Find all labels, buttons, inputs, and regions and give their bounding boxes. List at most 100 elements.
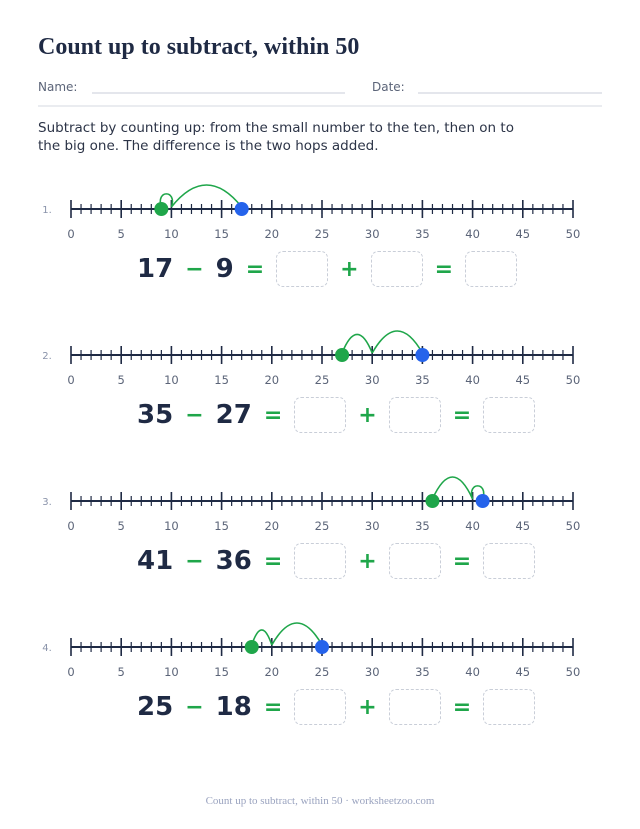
minuend: 35 (137, 400, 174, 430)
instructions: Subtract by counting up: from the small … (38, 120, 514, 154)
answer-box[interactable] (483, 397, 536, 433)
name-label: Name: (38, 80, 78, 94)
subtrahend: 9 (215, 254, 234, 284)
answer-box[interactable] (294, 689, 347, 725)
end-dot (415, 348, 430, 362)
tick-label: 15 (214, 519, 229, 533)
tick-label: 15 (214, 665, 229, 679)
equals-sign: = (434, 256, 454, 282)
equals-sign: = (452, 402, 472, 428)
equals-sign: = (263, 548, 283, 574)
tick-label: 5 (118, 227, 125, 241)
title: Count up to subtract, within 50 (38, 34, 360, 60)
problem-index: 3. (42, 497, 52, 508)
tick-label: 30 (365, 373, 380, 387)
tick-label: 0 (67, 227, 74, 241)
tick-label: 20 (264, 519, 279, 533)
tick-label: 25 (315, 665, 330, 679)
plus-sign: + (340, 256, 359, 282)
minuend: 17 (137, 254, 174, 284)
subtrahend: 27 (215, 400, 252, 430)
hop (371, 330, 424, 354)
answer-box[interactable] (294, 543, 347, 579)
equals-sign: = (245, 256, 265, 282)
plus-sign: + (358, 694, 377, 720)
footer: Count up to subtract, within 50 · worksh… (205, 795, 435, 807)
hop (271, 622, 323, 646)
answer-box[interactable] (388, 543, 441, 579)
subtrahend: 18 (215, 692, 252, 722)
tick-label: 10 (164, 373, 179, 387)
minuend: 25 (137, 692, 174, 722)
tick-label: 40 (465, 227, 480, 241)
tick-label: 50 (566, 519, 581, 533)
answer-box[interactable] (388, 397, 441, 433)
tick-label: 35 (415, 373, 430, 387)
tick-label: 45 (515, 519, 530, 533)
minus-sign: − (185, 256, 204, 282)
answer-box[interactable] (483, 543, 536, 579)
tick-label: 25 (315, 227, 330, 241)
minus-sign: − (185, 548, 204, 574)
equation: 35−27 = + = (137, 396, 536, 434)
plus-sign: + (358, 548, 377, 574)
tick-label: 5 (118, 665, 125, 679)
tick-label: 0 (67, 665, 74, 679)
tick-label: 35 (415, 227, 430, 241)
tick-label: 10 (164, 665, 179, 679)
start-dot (425, 494, 440, 508)
tick-label: 45 (515, 227, 530, 241)
equals-sign: = (452, 694, 472, 720)
tick-label: 25 (315, 373, 330, 387)
equals-sign: = (452, 548, 472, 574)
start-dot (244, 640, 259, 654)
tick-label: 0 (67, 373, 74, 387)
tick-label: 50 (566, 227, 581, 241)
answer-box[interactable] (276, 251, 329, 287)
minus-sign: − (185, 694, 204, 720)
start-dot (335, 348, 350, 362)
tick-label: 15 (214, 227, 229, 241)
end-dot (234, 202, 249, 216)
problem-index: 2. (42, 351, 52, 362)
tick-label: 40 (465, 665, 480, 679)
equation: 25−18 = + = (137, 688, 536, 726)
minuend: 41 (137, 546, 174, 576)
plus-sign: + (358, 402, 377, 428)
equals-sign: = (263, 402, 283, 428)
tick-label: 0 (67, 519, 74, 533)
tick-label: 35 (415, 665, 430, 679)
tick-label: 5 (118, 519, 125, 533)
tick-label: 20 (264, 665, 279, 679)
end-dot (315, 640, 329, 654)
tick-label: 25 (315, 519, 330, 533)
hop (170, 184, 243, 208)
tick-label: 50 (566, 373, 581, 387)
minus-sign: − (185, 402, 204, 428)
tick-label: 10 (164, 519, 179, 533)
answer-box[interactable] (294, 397, 347, 433)
answer-box[interactable] (388, 689, 441, 725)
hop (341, 333, 373, 354)
date-label: Date: (372, 80, 405, 94)
problem-index: 1. (42, 205, 52, 216)
equation: 17−9 = + = (137, 250, 518, 288)
answer-box[interactable] (370, 251, 423, 287)
answer-box[interactable] (483, 689, 536, 725)
tick-label: 40 (465, 519, 480, 533)
tick-label: 50 (566, 665, 581, 679)
tick-label: 45 (515, 665, 530, 679)
tick-label: 30 (365, 227, 380, 241)
answer-box[interactable] (465, 251, 518, 287)
tick-label: 30 (365, 665, 380, 679)
tick-label: 30 (365, 519, 380, 533)
equals-sign: = (263, 694, 283, 720)
hop (431, 476, 474, 500)
tick-label: 20 (264, 227, 279, 241)
start-dot (154, 202, 169, 216)
tick-label: 20 (264, 373, 279, 387)
tick-label: 10 (164, 227, 179, 241)
tick-label: 45 (515, 373, 530, 387)
tick-label: 15 (214, 373, 229, 387)
